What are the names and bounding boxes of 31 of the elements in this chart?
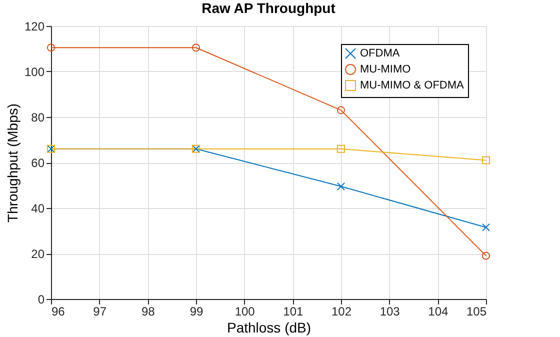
x-tick-label: 105 [466, 304, 487, 318]
point [192, 44, 200, 52]
chart-title: Raw AP Throughput [202, 0, 336, 16]
x-tick-label: 99 [190, 304, 204, 318]
point [46, 44, 56, 52]
y-tick-label: 60 [31, 156, 45, 170]
x-tick-label: 104 [428, 304, 448, 318]
y-tick-label: 40 [31, 202, 45, 216]
legend-label: OFDMA [360, 48, 400, 60]
point [336, 182, 346, 190]
x-tick-label: 103 [380, 304, 400, 318]
x-tick-label: 101 [283, 304, 304, 318]
point [482, 223, 490, 232]
y-axis-title: Throughput (Mbps) [4, 103, 20, 223]
point [482, 252, 490, 260]
x-tick-label: 100 [234, 304, 256, 318]
legend-label: MU-MIMO & OFDMA [360, 80, 465, 92]
x-tick-label: 98 [141, 304, 156, 318]
legend-label: MU-MIMO [360, 64, 412, 76]
x-axis-title: Pathloss (dB) [226, 320, 312, 336]
y-tick-label: 20 [31, 247, 45, 261]
y-tick-label: 80 [31, 110, 45, 124]
x-tick-label: 96 [52, 304, 66, 318]
point [336, 144, 346, 153]
x-tick-label: 102 [331, 304, 352, 318]
y-tick-label: 100 [24, 65, 45, 79]
y-tick-label: 120 [24, 20, 45, 34]
point [482, 156, 490, 164]
x-tick-label: 97 [93, 304, 107, 318]
point [336, 106, 346, 114]
y-tick-label: 0 [38, 292, 45, 306]
